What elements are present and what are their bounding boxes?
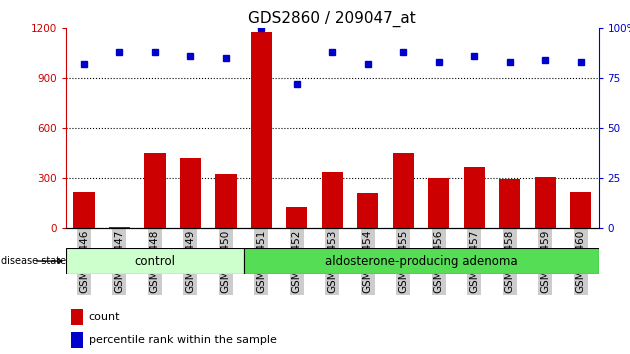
Bar <box>392 153 414 228</box>
Bar <box>570 192 592 228</box>
Bar <box>109 227 130 228</box>
Text: disease state: disease state <box>1 256 66 266</box>
Bar <box>286 207 307 228</box>
Text: control: control <box>134 255 175 268</box>
Bar <box>144 153 166 228</box>
Bar <box>322 172 343 228</box>
Bar <box>428 178 449 228</box>
Bar <box>71 332 83 348</box>
Bar <box>71 309 83 325</box>
Bar <box>499 179 520 228</box>
Text: percentile rank within the sample: percentile rank within the sample <box>88 335 277 346</box>
Bar <box>251 33 272 228</box>
FancyBboxPatch shape <box>66 248 244 274</box>
Title: GDS2860 / 209047_at: GDS2860 / 209047_at <box>248 11 416 27</box>
Bar <box>215 174 236 228</box>
Bar <box>73 192 94 228</box>
Bar <box>180 158 201 228</box>
Text: aldosterone-producing adenoma: aldosterone-producing adenoma <box>324 255 517 268</box>
Bar <box>535 177 556 228</box>
Text: count: count <box>88 312 120 322</box>
Bar <box>464 167 485 228</box>
FancyBboxPatch shape <box>244 248 598 274</box>
Bar <box>357 193 379 228</box>
